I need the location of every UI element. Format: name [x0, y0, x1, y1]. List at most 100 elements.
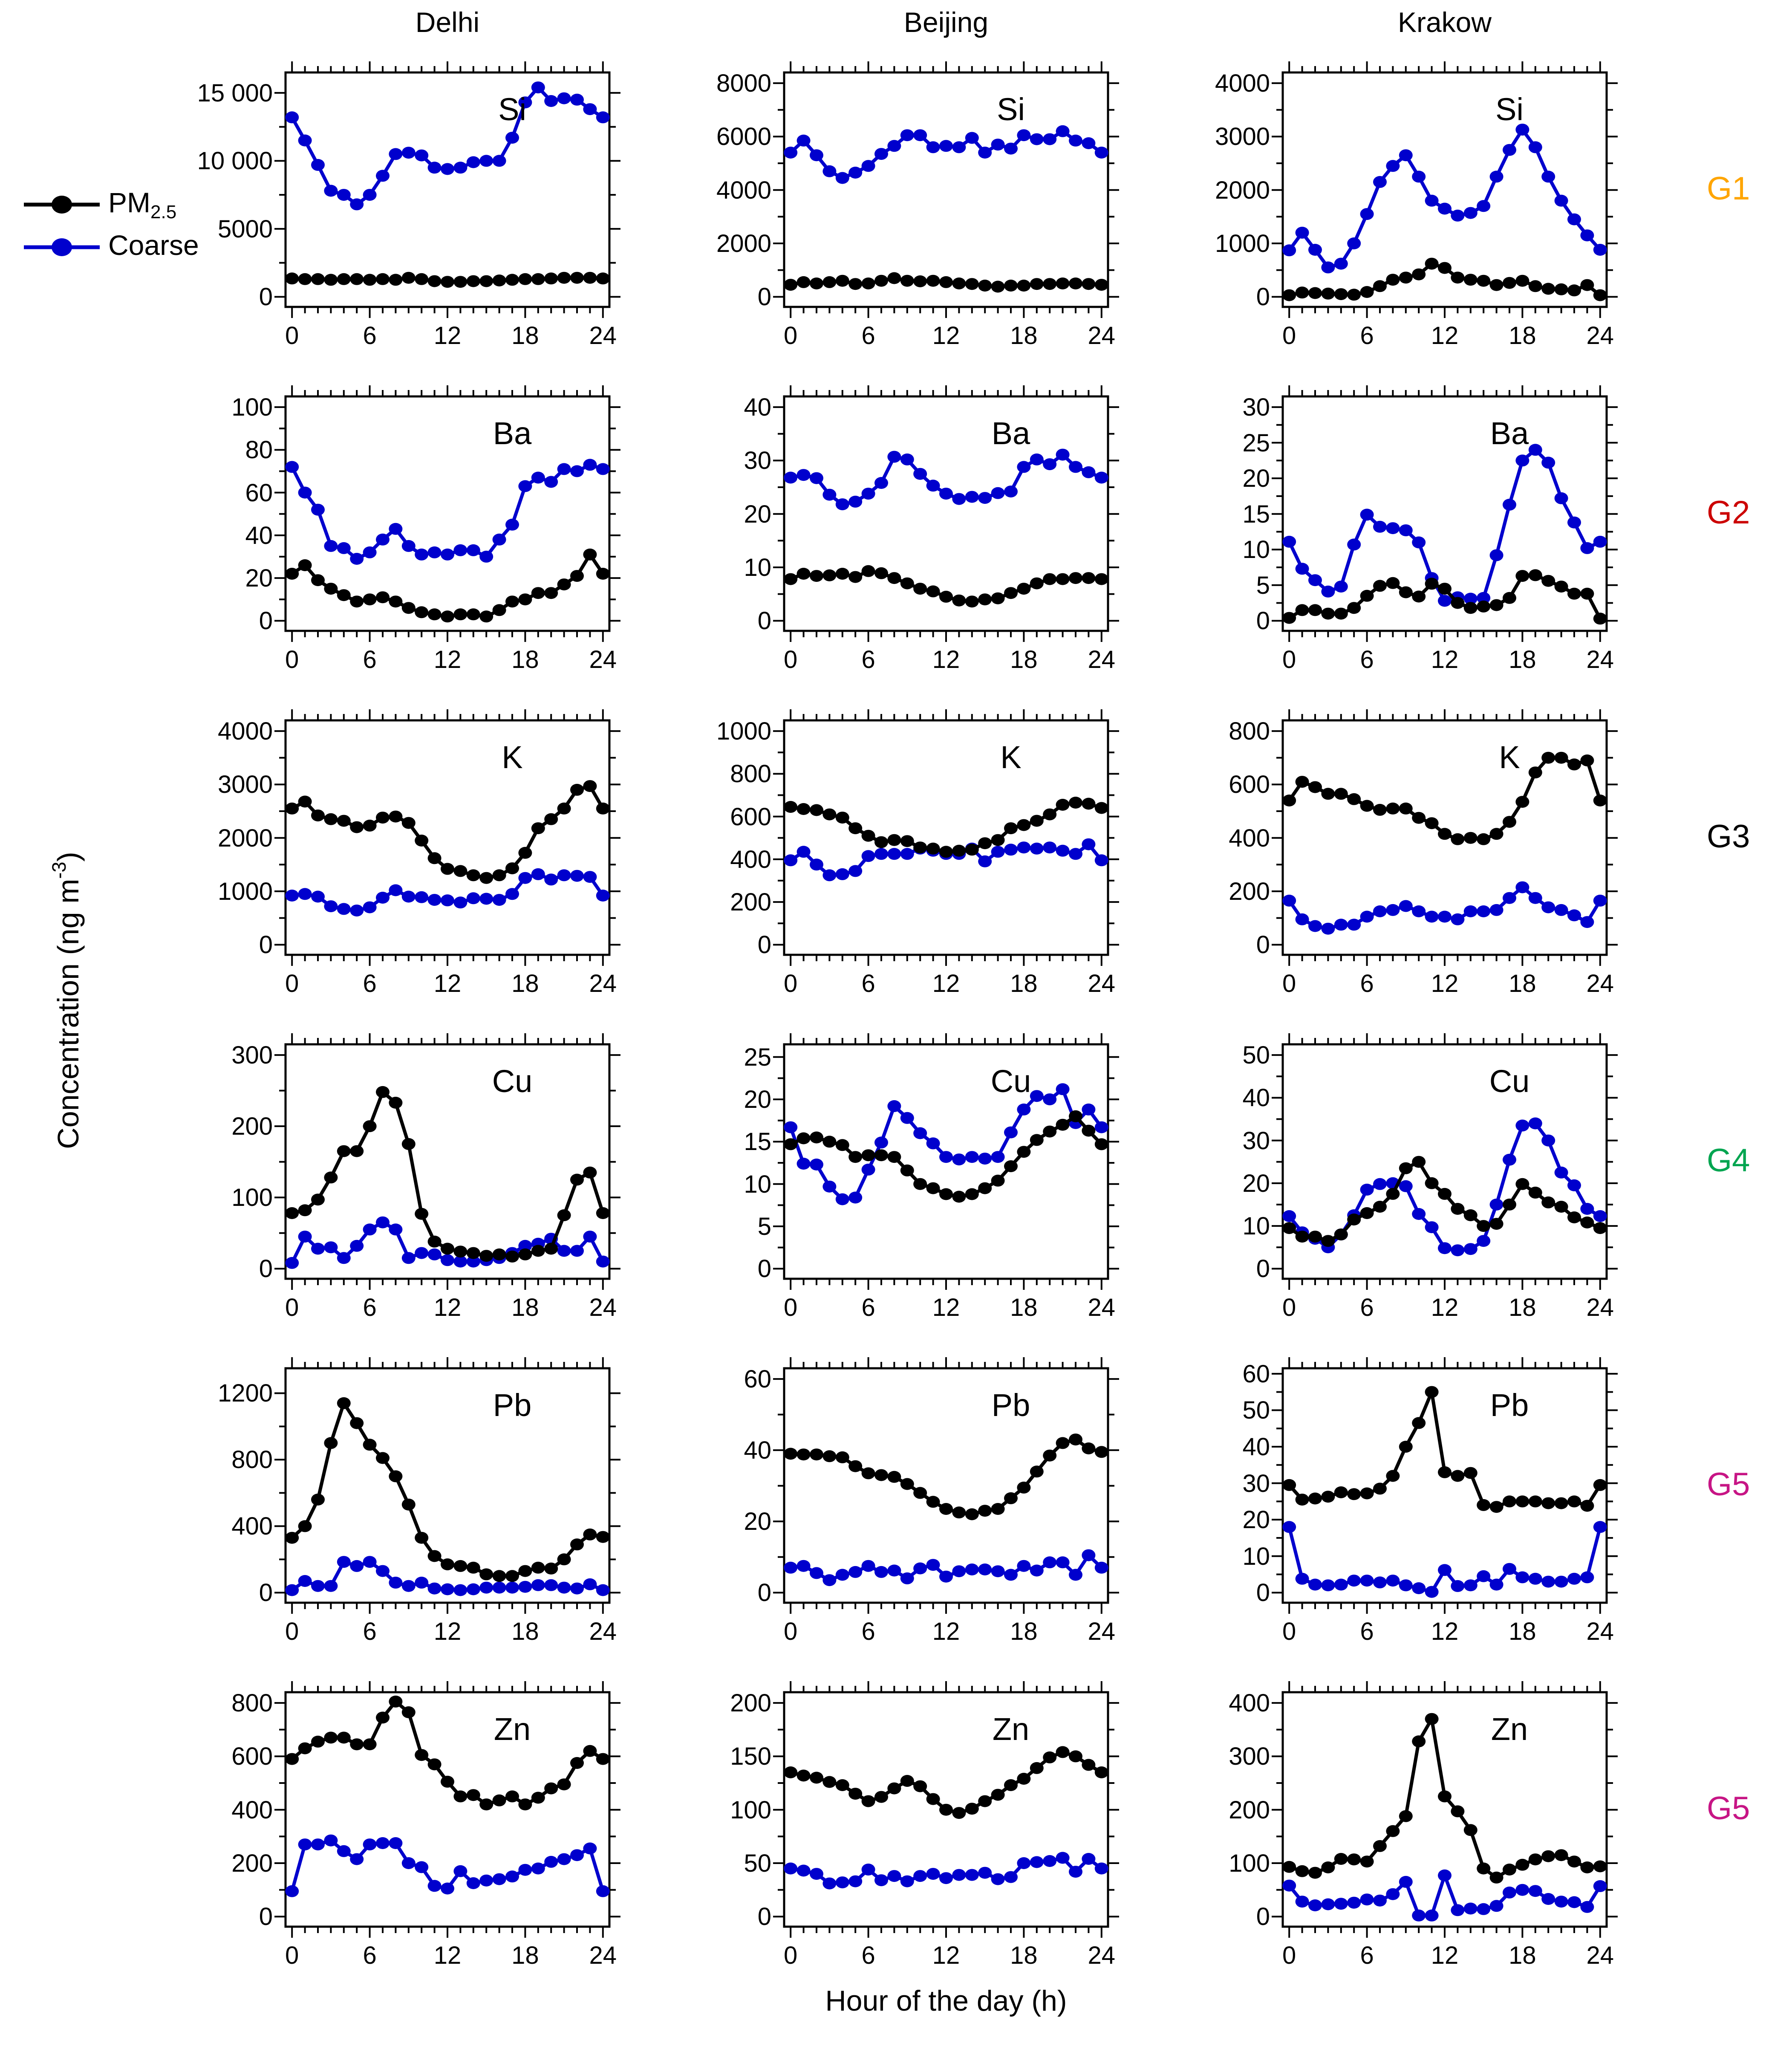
pm25-markers: [1282, 1156, 1607, 1247]
y-tick-label: 5: [757, 1213, 771, 1240]
coarse-point: [1438, 1242, 1451, 1254]
coarse-point: [1489, 549, 1503, 561]
coarse-point: [298, 1231, 312, 1243]
coarse-point: [887, 140, 901, 152]
coarse-point: [861, 1864, 875, 1876]
pm25-point: [822, 808, 837, 821]
pm25-point: [784, 1138, 798, 1150]
coarse-point: [1580, 1571, 1594, 1584]
pm25-point: [1334, 1228, 1348, 1241]
group-label: G1: [1707, 171, 1750, 207]
coarse-point: [298, 1575, 312, 1587]
y-tick-label: 200: [730, 888, 771, 916]
coarse-point: [1321, 261, 1335, 274]
pm25-point: [453, 1246, 467, 1258]
pm25-point: [1308, 1231, 1322, 1243]
pm25-point: [311, 273, 325, 285]
coarse-point: [363, 1838, 377, 1851]
coarse-point: [822, 488, 837, 501]
coarse-point: [1567, 909, 1581, 922]
pm25-point: [926, 585, 940, 598]
coarse-point: [874, 848, 888, 860]
x-tick-label: 6: [363, 646, 377, 673]
plot-box: [284, 1691, 611, 1928]
pm25-point: [1541, 751, 1555, 764]
pm25-point: [835, 1451, 849, 1463]
pm25-point: [1360, 1487, 1374, 1500]
pm25-point: [1082, 1124, 1096, 1137]
coarse-point: [1321, 922, 1335, 935]
x-tick-label: 18: [1509, 970, 1536, 997]
coarse-point: [518, 1864, 532, 1876]
pm25-point: [810, 804, 823, 816]
pm25-point: [324, 583, 338, 595]
legend: PM2.5 Coarse: [21, 183, 199, 269]
coarse-point: [337, 542, 351, 554]
coarse-point: [401, 1857, 416, 1869]
pm25-point: [1412, 1417, 1426, 1429]
coarse-point: [453, 896, 467, 909]
y-tick-label: 0: [757, 1255, 771, 1283]
x-tick-label: 24: [1088, 970, 1116, 997]
x-tick-label: 24: [1088, 1294, 1116, 1321]
pm25-point: [965, 278, 979, 290]
coarse-point: [596, 111, 610, 124]
group-label: G5: [1707, 1790, 1750, 1826]
y-tick-label: 50: [1242, 1041, 1270, 1069]
coarse-point: [505, 518, 519, 531]
y-tick-label: 60: [744, 1365, 771, 1393]
coarse-point: [965, 132, 979, 144]
y-tick-label: 0: [259, 283, 273, 311]
coarse-point: [1425, 910, 1439, 923]
y-tick-label: 200: [1229, 1796, 1270, 1824]
y-tick-label: 4000: [1215, 69, 1270, 98]
coarse-point: [427, 1248, 442, 1260]
y-tick-label: 50: [744, 1850, 771, 1877]
coarse-point: [1004, 1871, 1018, 1883]
coarse-point: [350, 198, 364, 211]
x-tick-label: 18: [1010, 646, 1038, 673]
pm25-point: [415, 1532, 429, 1544]
coarse-point: [991, 487, 1005, 499]
coarse-point: [1554, 904, 1568, 916]
pm25-point: [1503, 816, 1516, 828]
pm25-point: [1554, 1201, 1568, 1213]
coarse-point: [1017, 129, 1031, 142]
coarse-point: [1334, 919, 1348, 931]
pm25-point: [337, 1145, 351, 1157]
coarse-point: [1399, 149, 1413, 162]
pm25-point: [1528, 280, 1542, 292]
coarse-point: [1451, 209, 1465, 222]
y-tick-label: 200: [730, 1689, 771, 1717]
pm25-point: [453, 1560, 467, 1572]
pm25-point: [965, 844, 979, 856]
coarse-point: [1463, 592, 1477, 605]
pm25-point: [796, 1448, 811, 1461]
y-tick-label: 100: [231, 1184, 273, 1212]
pm25-point: [389, 810, 403, 823]
coarse-point: [583, 459, 597, 471]
chart-delhi-ba: [274, 385, 620, 642]
chart-beijing-pb: [773, 1357, 1119, 1614]
coarse-point: [1017, 841, 1031, 854]
y-tick-label: 100: [730, 1796, 771, 1824]
coarse-point: [389, 884, 403, 896]
coarse-point: [913, 1870, 927, 1882]
coarse-point: [389, 1576, 403, 1589]
coarse-point: [835, 1876, 849, 1889]
x-tick-label: 18: [511, 1294, 539, 1321]
y-tick-label: 20: [1242, 465, 1270, 493]
coarse-point: [913, 129, 927, 142]
column-title: Krakow: [1397, 6, 1492, 38]
pm25-point: [835, 1139, 849, 1151]
pm25-point: [1515, 1178, 1529, 1190]
pm25-point: [784, 573, 798, 585]
pm25-point: [1004, 822, 1018, 835]
coarse-point: [311, 1580, 325, 1592]
coarse-point: [810, 858, 823, 871]
pm25-point: [453, 608, 467, 621]
coarse-point: [427, 1582, 442, 1595]
pm25-point: [1386, 1470, 1400, 1482]
coarse-point: [1593, 894, 1607, 907]
column-title: Beijing: [903, 6, 989, 38]
